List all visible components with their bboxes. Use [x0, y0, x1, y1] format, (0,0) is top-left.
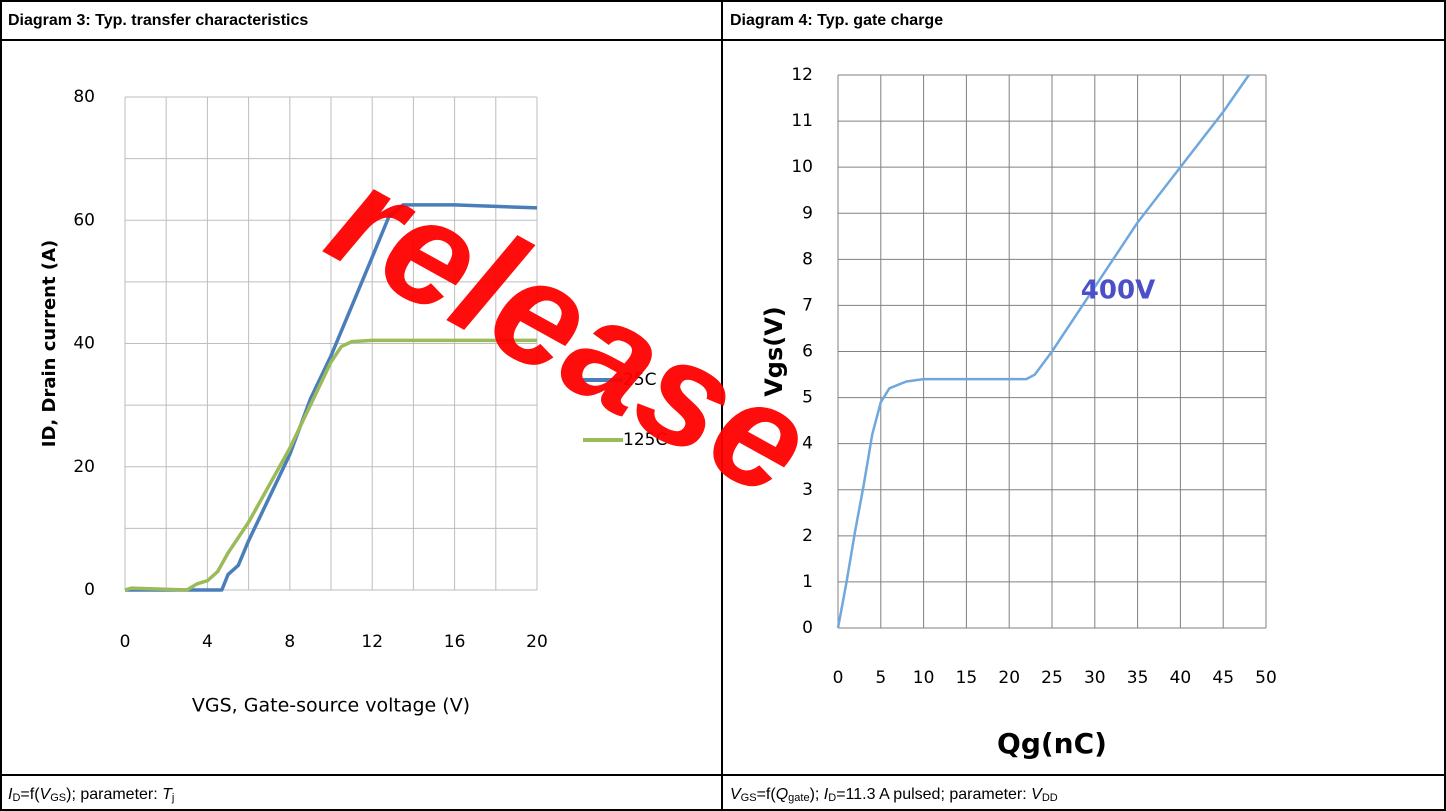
caption-part: GS	[741, 792, 757, 804]
y-tick-label: 4	[802, 434, 813, 454]
caption-part: D	[828, 792, 836, 804]
watermark: release	[304, 131, 838, 529]
x-tick-label: 50	[1255, 668, 1277, 688]
x-tick-label: 15	[956, 668, 978, 688]
caption-part: =11.3 A pulsed; parameter:	[836, 786, 1031, 803]
y-tick-label: 10	[791, 157, 813, 177]
caption-part: I	[824, 786, 829, 803]
x-tick-label: 20	[998, 668, 1020, 688]
y-tick-label: 3	[802, 480, 813, 500]
caption: VGS=f(Qgate); ID=11.3 A pulsed; paramete…	[730, 786, 1058, 804]
x-tick-label: 12	[361, 632, 383, 652]
x-tick-label: 8	[284, 632, 295, 652]
x-axis-label: Qg(nC)	[997, 727, 1107, 760]
y-tick-label: 40	[73, 334, 95, 354]
data-line	[124, 338, 537, 592]
y-tick-label: 12	[791, 65, 813, 85]
y-tick-label: 80	[73, 87, 95, 107]
caption-part: Q	[776, 786, 788, 803]
caption: ID=f(VGS); parameter: Tj	[8, 786, 174, 804]
caption-part: j	[171, 792, 174, 804]
x-tick-label: 10	[913, 668, 935, 688]
x-tick-label: 35	[1127, 668, 1149, 688]
annotation: 400V	[1081, 276, 1155, 306]
y-tick-label: 2	[802, 526, 813, 546]
y-tick-label: 6	[802, 342, 813, 362]
y-tick-label: 1	[802, 572, 813, 592]
y-axis-label: ID, Drain current (A)	[39, 240, 60, 447]
x-tick-label: 0	[120, 632, 131, 652]
caption-part: V	[1031, 786, 1043, 803]
y-tick-label: 0	[84, 580, 95, 600]
y-axis-label: Vgs(V)	[760, 306, 788, 397]
y-tick-label: 20	[73, 457, 95, 477]
caption-part: );	[810, 786, 824, 803]
y-tick-label: 7	[802, 295, 813, 315]
caption-part: gate	[788, 792, 809, 804]
x-tick-label: 40	[1170, 668, 1192, 688]
x-tick-label: 20	[526, 632, 548, 652]
caption-part: D	[12, 792, 20, 804]
caption-part: DD	[1042, 792, 1058, 804]
caption-part: V	[730, 786, 742, 803]
legend-label: 125C	[623, 430, 667, 450]
x-tick-label: 45	[1212, 668, 1234, 688]
y-tick-label: 9	[802, 203, 813, 223]
x-tick-label: 25	[1041, 668, 1063, 688]
x-tick-label: 0	[833, 668, 844, 688]
x-tick-label: 4	[202, 632, 213, 652]
header: Diagram 4: Typ. gate charge	[730, 12, 943, 29]
caption-part: I	[8, 786, 13, 803]
x-tick-label: 5	[875, 668, 886, 688]
caption-part: T	[162, 786, 173, 803]
x-tick-label: 30	[1084, 668, 1106, 688]
x-axis-label: VGS, Gate-source voltage (V)	[192, 695, 470, 717]
caption-part: =f(	[757, 786, 777, 803]
y-tick-label: 8	[802, 249, 813, 269]
legend-label: 25C	[623, 370, 657, 390]
y-tick-label: 0	[802, 618, 813, 638]
x-tick-label: 16	[444, 632, 466, 652]
caption-part: ); parameter:	[66, 786, 162, 803]
caption-part: =f(	[20, 786, 40, 803]
y-tick-label: 11	[791, 111, 813, 131]
caption-part: V	[40, 786, 52, 803]
header: Diagram 3: Typ. transfer characteristics	[8, 12, 308, 29]
data-line	[836, 74, 1250, 629]
caption-part: GS	[50, 792, 66, 804]
y-tick-label: 5	[802, 388, 813, 408]
y-tick-label: 60	[73, 210, 95, 230]
